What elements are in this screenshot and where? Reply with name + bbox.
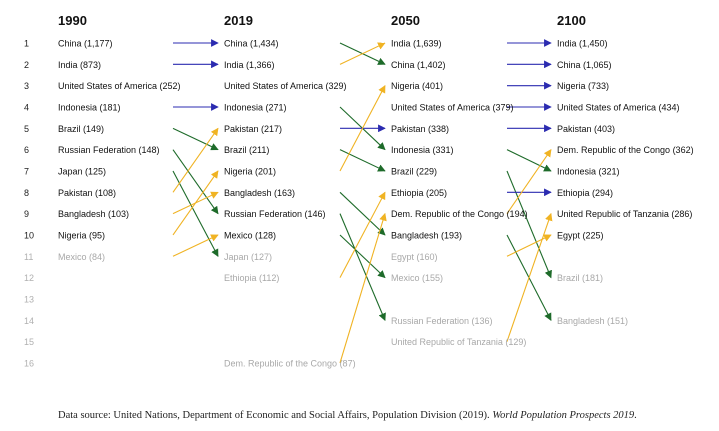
population-ranking-chart: 1990 2019 2050 210012345678910111213141516C… bbox=[24, 13, 694, 368]
country-label-2100-rank-4: United States of America (434) bbox=[557, 102, 680, 112]
country-label-1990-rank-6: Russian Federation (148) bbox=[58, 145, 160, 155]
country-label-2019-rank-10: Mexico (128) bbox=[224, 230, 276, 240]
country-label-2100-rank-1: India (1,450) bbox=[557, 39, 608, 49]
rank-number-10: 10 bbox=[24, 230, 34, 240]
country-label-1990-rank-11: Mexico (84) bbox=[58, 252, 105, 262]
country-label-1990-rank-2: India (873) bbox=[58, 60, 101, 70]
rank-arrow-2019-9-to-14 bbox=[339, 213, 386, 321]
country-label-2100-rank-5: Pakistan (403) bbox=[557, 124, 615, 134]
country-label-1990-rank-10: Nigeria (95) bbox=[58, 230, 105, 240]
country-label-2019-rank-16: Dem. Republic of the Congo (87) bbox=[224, 358, 356, 368]
year-header-2100: 2100 bbox=[557, 13, 586, 28]
rank-arrow-2019-10-to-12 bbox=[339, 234, 386, 279]
country-label-2100-rank-12: Brazil (181) bbox=[557, 273, 603, 283]
rank-arrow-2019-8-to-10 bbox=[339, 191, 386, 236]
country-label-2050-rank-15: United Republic of Tanzania (129) bbox=[391, 337, 526, 347]
country-label-2050-rank-2: China (1,402) bbox=[391, 60, 446, 70]
country-label-2050-rank-14: Russian Federation (136) bbox=[391, 316, 493, 326]
rank-arrow-1990-10-to-7 bbox=[172, 170, 219, 236]
country-label-1990-rank-7: Japan (125) bbox=[58, 166, 106, 176]
country-label-2050-rank-11: Egypt (160) bbox=[391, 252, 438, 262]
country-label-2050-rank-6: Indonesia (331) bbox=[391, 145, 454, 155]
country-label-1990-rank-4: Indonesia (181) bbox=[58, 102, 121, 112]
country-label-1990-rank-1: China (1,177) bbox=[58, 39, 113, 49]
rank-arrow-2050-9-to-6 bbox=[506, 149, 552, 214]
rank-number-9: 9 bbox=[24, 209, 29, 219]
country-label-2050-rank-4: United States of America (379) bbox=[391, 102, 514, 112]
rank-number-15: 15 bbox=[24, 337, 34, 347]
country-label-2019-rank-6: Brazil (211) bbox=[224, 145, 269, 155]
rank-number-13: 13 bbox=[24, 294, 34, 304]
country-label-2019-rank-11: Japan (127) bbox=[224, 252, 272, 262]
country-label-1990-rank-8: Pakistan (108) bbox=[58, 188, 116, 198]
rank-arrow-2050-7-to-12 bbox=[506, 170, 552, 279]
country-label-2019-rank-5: Pakistan (217) bbox=[224, 124, 282, 134]
country-label-2019-rank-8: Bangladesh (163) bbox=[224, 188, 295, 198]
country-label-2100-rank-7: Indonesia (321) bbox=[557, 166, 620, 176]
rank-arrow-1990-6-to-9 bbox=[172, 149, 219, 215]
country-label-2050-rank-5: Pakistan (338) bbox=[391, 124, 449, 134]
labels-layer: 1990 2019 2050 210012345678910111213141516C… bbox=[24, 13, 694, 368]
rank-arrow-2050-11-to-10 bbox=[506, 234, 552, 257]
rank-arrow-2019-6-to-7 bbox=[339, 149, 386, 172]
country-label-2100-rank-6: Dem. Republic of the Congo (362) bbox=[557, 145, 694, 155]
country-label-2019-rank-1: China (1,434) bbox=[224, 39, 279, 49]
source-suffix: . bbox=[634, 410, 637, 421]
country-label-2100-rank-3: Nigeria (733) bbox=[557, 81, 609, 91]
rank-arrow-2050-6-to-7 bbox=[506, 149, 552, 172]
rank-number-11: 11 bbox=[24, 252, 33, 262]
country-label-2100-rank-14: Bangladesh (151) bbox=[557, 316, 628, 326]
country-label-2050-rank-9: Dem. Republic of the Congo (194) bbox=[391, 209, 528, 219]
country-label-2019-rank-9: Russian Federation (146) bbox=[224, 209, 326, 219]
rank-number-7: 7 bbox=[24, 166, 29, 176]
rank-arrow-1990-11-to-10 bbox=[172, 234, 219, 257]
country-label-2019-rank-12: Ethiopia (112) bbox=[224, 273, 279, 283]
rank-number-5: 5 bbox=[24, 124, 29, 134]
rank-number-14: 14 bbox=[24, 316, 34, 326]
rank-number-3: 3 bbox=[24, 81, 29, 91]
country-label-2050-rank-10: Bangladesh (193) bbox=[391, 230, 462, 240]
country-label-2050-rank-8: Ethiopia (205) bbox=[391, 188, 447, 198]
rank-arrow-2019-7-to-3 bbox=[339, 84, 386, 172]
country-label-2050-rank-7: Brazil (229) bbox=[391, 166, 437, 176]
rank-number-12: 12 bbox=[24, 273, 34, 283]
source-title: World Population Prospects 2019 bbox=[492, 410, 635, 421]
country-label-2050-rank-1: India (1,639) bbox=[391, 39, 442, 49]
country-label-2019-rank-7: Nigeria (201) bbox=[224, 166, 276, 176]
rank-number-4: 4 bbox=[24, 102, 29, 112]
country-label-2100-rank-8: Ethiopia (294) bbox=[557, 188, 613, 198]
rank-number-8: 8 bbox=[24, 188, 29, 198]
country-label-2100-rank-10: Egypt (225) bbox=[557, 230, 604, 240]
year-header-2050: 2050 bbox=[391, 13, 420, 28]
rank-arrow-2019-12-to-8 bbox=[339, 191, 386, 278]
rank-number-16: 16 bbox=[24, 358, 34, 368]
year-header-1990: 1990 bbox=[58, 13, 87, 28]
country-label-2100-rank-2: China (1,065) bbox=[557, 60, 612, 70]
source-prefix: Data source: United Nations, Department … bbox=[58, 410, 493, 421]
country-label-2100-rank-9: United Republic of Tanzania (286) bbox=[557, 209, 692, 219]
rank-arrow-1990-5-to-6 bbox=[172, 127, 219, 151]
rank-number-2: 2 bbox=[24, 60, 29, 70]
rank-number-6: 6 bbox=[24, 145, 29, 155]
rank-arrow-1990-8-to-5 bbox=[172, 127, 219, 193]
rank-arrow-2019-16-to-9 bbox=[339, 212, 387, 364]
rank-arrow-2050-15-to-9 bbox=[506, 212, 553, 342]
country-label-2050-rank-3: Nigeria (401) bbox=[391, 81, 443, 91]
country-label-2019-rank-4: Indonesia (271) bbox=[224, 102, 287, 112]
rank-arrow-2019-2-to-1 bbox=[339, 42, 386, 65]
country-label-1990-rank-5: Brazil (149) bbox=[58, 124, 104, 134]
country-label-2019-rank-2: India (1,366) bbox=[224, 60, 275, 70]
country-label-2050-rank-12: Mexico (155) bbox=[391, 273, 443, 283]
rank-number-1: 1 bbox=[24, 39, 29, 49]
country-label-1990-rank-9: Bangladesh (103) bbox=[58, 209, 129, 219]
arrows-layer bbox=[172, 39, 553, 364]
data-source-note: Data source: United Nations, Department … bbox=[58, 410, 637, 421]
rank-arrow-1990-7-to-11 bbox=[172, 170, 219, 257]
country-label-1990-rank-3: United States of America (252) bbox=[58, 81, 181, 91]
country-label-2019-rank-3: United States of America (329) bbox=[224, 81, 347, 91]
year-header-2019: 2019 bbox=[224, 13, 253, 28]
